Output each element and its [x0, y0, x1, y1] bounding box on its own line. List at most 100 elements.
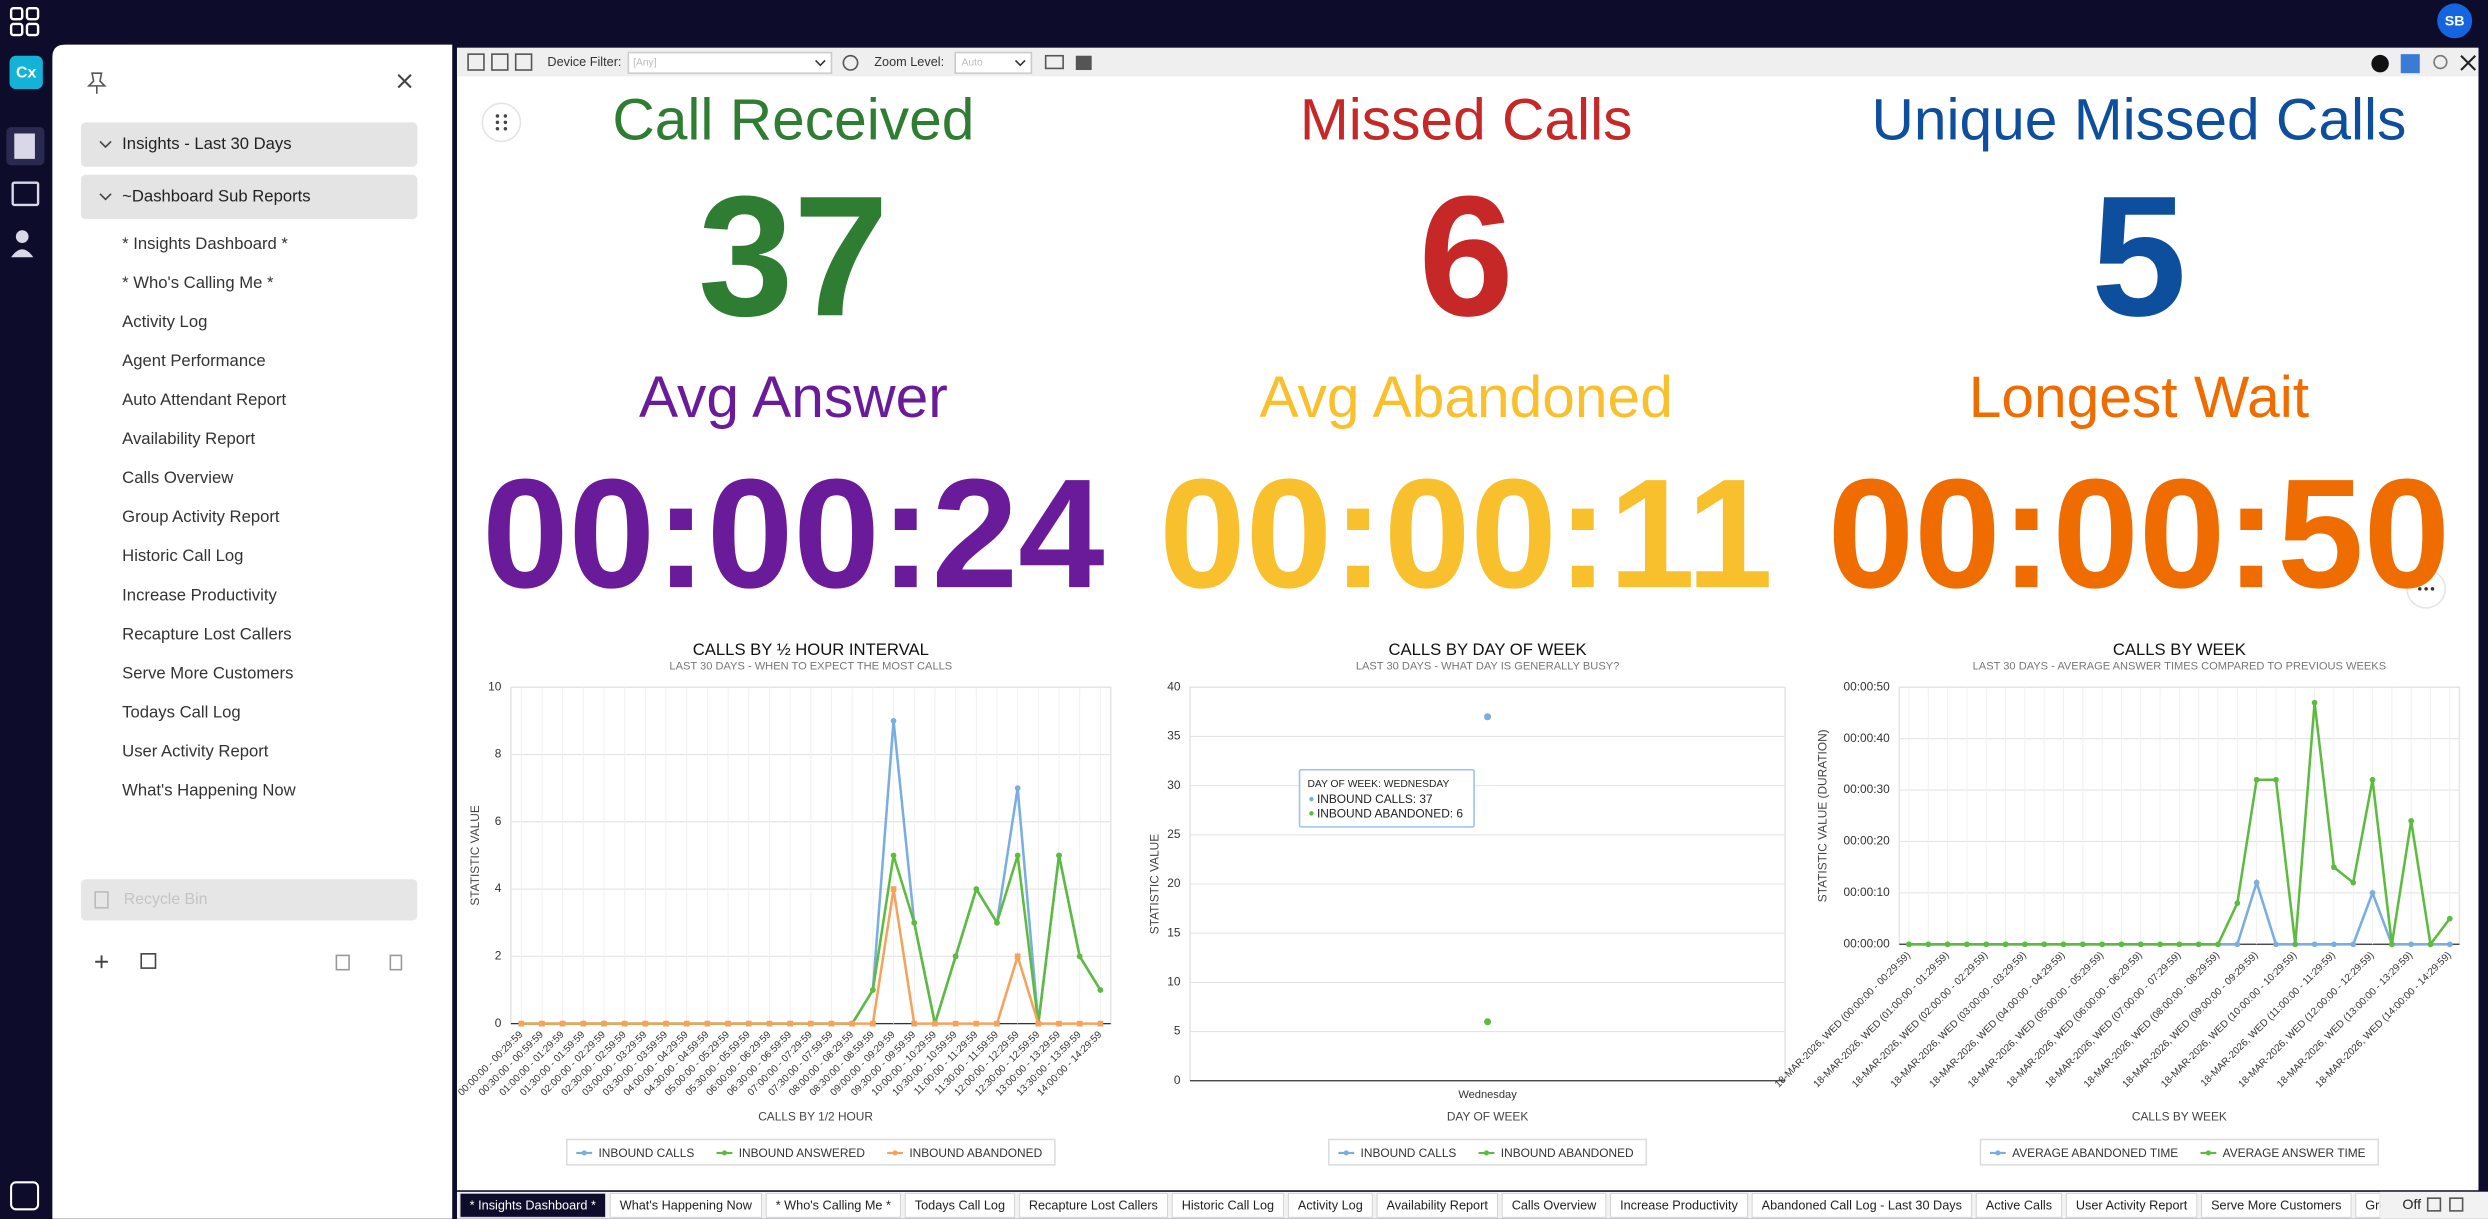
tooltip-line: INBOUND ABANDONED: 6	[1317, 806, 1463, 820]
kpi-title: Unique Missed Calls	[1871, 87, 2406, 152]
tab[interactable]	[1376, 1193, 1498, 1218]
sidebar-item[interactable]: Increase Productivity	[122, 585, 277, 604]
sidebar-item[interactable]: Group Activity Report	[122, 507, 280, 526]
sidebar-item[interactable]: * Insights Dashboard *	[122, 234, 288, 253]
tab[interactable]	[904, 1193, 1015, 1218]
sidebar-item[interactable]: Serve More Customers	[122, 663, 293, 682]
sidebar-item[interactable]: Todays Call Log	[122, 702, 241, 721]
window-button[interactable]	[2426, 1197, 2442, 1212]
dashboard-area	[456, 47, 2479, 1191]
x-axis-label: CALLS BY WEEK	[2132, 1109, 2227, 1123]
sidebar-item[interactable]: Activity Log	[122, 312, 207, 331]
legend-label[interactable]: INBOUND ABANDONED	[909, 1146, 1042, 1160]
device-filter-select[interactable]	[627, 51, 833, 74]
y-tick-label: 15	[1167, 925, 1181, 939]
tab[interactable]	[1610, 1193, 1748, 1218]
data-point	[580, 1020, 587, 1027]
legend-label[interactable]: AVERAGE ANSWER TIME	[2223, 1146, 2366, 1160]
nav-users-icon[interactable]	[15, 230, 29, 243]
data-point	[539, 1020, 545, 1027]
y-tick-label: 6	[495, 814, 502, 828]
sidebar-group[interactable]	[80, 174, 418, 220]
y-tick-label: 10	[488, 679, 502, 693]
fullscreen-button[interactable]	[2449, 1197, 2464, 1212]
sidebar-item[interactable]: User Activity Report	[122, 741, 269, 760]
tab[interactable]	[765, 1193, 901, 1218]
app-menu-icon[interactable]	[9, 6, 40, 37]
legend-frame	[565, 1138, 1056, 1166]
data-point	[2002, 941, 2009, 948]
data-point	[1076, 953, 1083, 960]
recycle-bin[interactable]	[80, 879, 418, 921]
sidebar-panel	[52, 44, 453, 1219]
legend-label[interactable]: INBOUND CALLS	[599, 1146, 695, 1160]
tab[interactable]	[1975, 1193, 2062, 1218]
tab[interactable]	[2201, 1193, 2352, 1218]
tab[interactable]	[609, 1193, 762, 1218]
tab[interactable]	[1287, 1193, 1373, 1218]
tab[interactable]	[1171, 1193, 1285, 1218]
data-point	[2215, 941, 2221, 948]
delete-button[interactable]	[389, 954, 403, 971]
legend-label[interactable]: AVERAGE ABANDONED TIME	[2012, 1146, 2178, 1160]
copy-button[interactable]	[335, 954, 350, 971]
toolbar-icon[interactable]	[1044, 54, 1064, 70]
data-point	[1097, 987, 1104, 993]
data-point	[2369, 776, 2376, 783]
toolbar-icon[interactable]	[2400, 54, 2420, 74]
data-point	[518, 1020, 525, 1027]
nav-dashboards-icon[interactable]	[11, 181, 40, 207]
legend-label[interactable]: INBOUND ABANDONED	[1501, 1146, 1634, 1160]
data-point	[2253, 879, 2260, 886]
sidebar-item[interactable]: Historic Call Log	[122, 546, 243, 565]
toolbar-icon[interactable]	[2433, 54, 2448, 70]
recycle-bin-label: Recycle Bin	[124, 891, 208, 908]
data-point	[2234, 941, 2241, 948]
legend-marker-dot	[721, 1150, 728, 1156]
refresh-button[interactable]	[842, 54, 859, 71]
tab[interactable]	[2065, 1193, 2198, 1218]
y-axis-label: STATISTIC VALUE	[1147, 834, 1161, 934]
sidebar-item[interactable]: Agent Performance	[122, 351, 266, 370]
legend-label[interactable]: INBOUND CALLS	[1361, 1146, 1457, 1160]
tooltip-dot	[1309, 796, 1314, 802]
close-sidebar-button[interactable]	[397, 74, 412, 89]
data-point	[2273, 776, 2279, 783]
user-avatar[interactable]	[2437, 3, 2473, 39]
sidebar-item[interactable]: Availability Report	[122, 429, 255, 448]
data-point	[2446, 915, 2453, 922]
add-button[interactable]	[95, 955, 108, 969]
tab-label: Serve More Customers	[2211, 1198, 2341, 1212]
zoom-level-select[interactable]	[954, 51, 1033, 74]
sidebar-item[interactable]: * Who's Calling Me *	[122, 273, 274, 292]
sidebar-item[interactable]: Recapture Lost Callers	[122, 624, 291, 643]
help-button[interactable]	[2371, 54, 2389, 73]
pin-button[interactable]	[86, 72, 107, 94]
sidebar-item[interactable]: What's Happening Now	[122, 780, 297, 799]
drag-handle[interactable]	[481, 102, 522, 143]
toolbar-icons[interactable]	[467, 53, 533, 71]
tab[interactable]	[1751, 1193, 1972, 1218]
tab[interactable]	[1501, 1193, 1607, 1218]
sidebar-item[interactable]: Calls Overview	[122, 468, 234, 487]
close-dashboard-button[interactable]	[2460, 55, 2477, 71]
app-logo[interactable]	[9, 55, 43, 90]
add-group-button[interactable]	[140, 953, 157, 969]
kpi-title: Call Received	[612, 87, 974, 152]
y-tick-label: 5	[1174, 1024, 1181, 1038]
data-point	[2408, 818, 2415, 824]
toolbar-icon[interactable]	[1075, 55, 1092, 71]
sidebar-group[interactable]	[80, 122, 418, 167]
y-tick-label: 0	[495, 1016, 502, 1030]
legend-label[interactable]: INBOUND ANSWERED	[739, 1146, 866, 1160]
sidebar-group-label: Insights - Last 30 Days	[122, 134, 291, 153]
tab[interactable]	[1018, 1193, 1168, 1218]
data-point	[2331, 864, 2337, 871]
sidebar-item[interactable]: Auto Attendant Report	[122, 390, 286, 409]
collapse-nav-button[interactable]	[10, 1181, 40, 1211]
data-point	[725, 1020, 731, 1027]
y-tick-label: 4	[495, 881, 502, 895]
data-point	[1035, 1020, 1042, 1027]
tab[interactable]	[459, 1193, 606, 1218]
